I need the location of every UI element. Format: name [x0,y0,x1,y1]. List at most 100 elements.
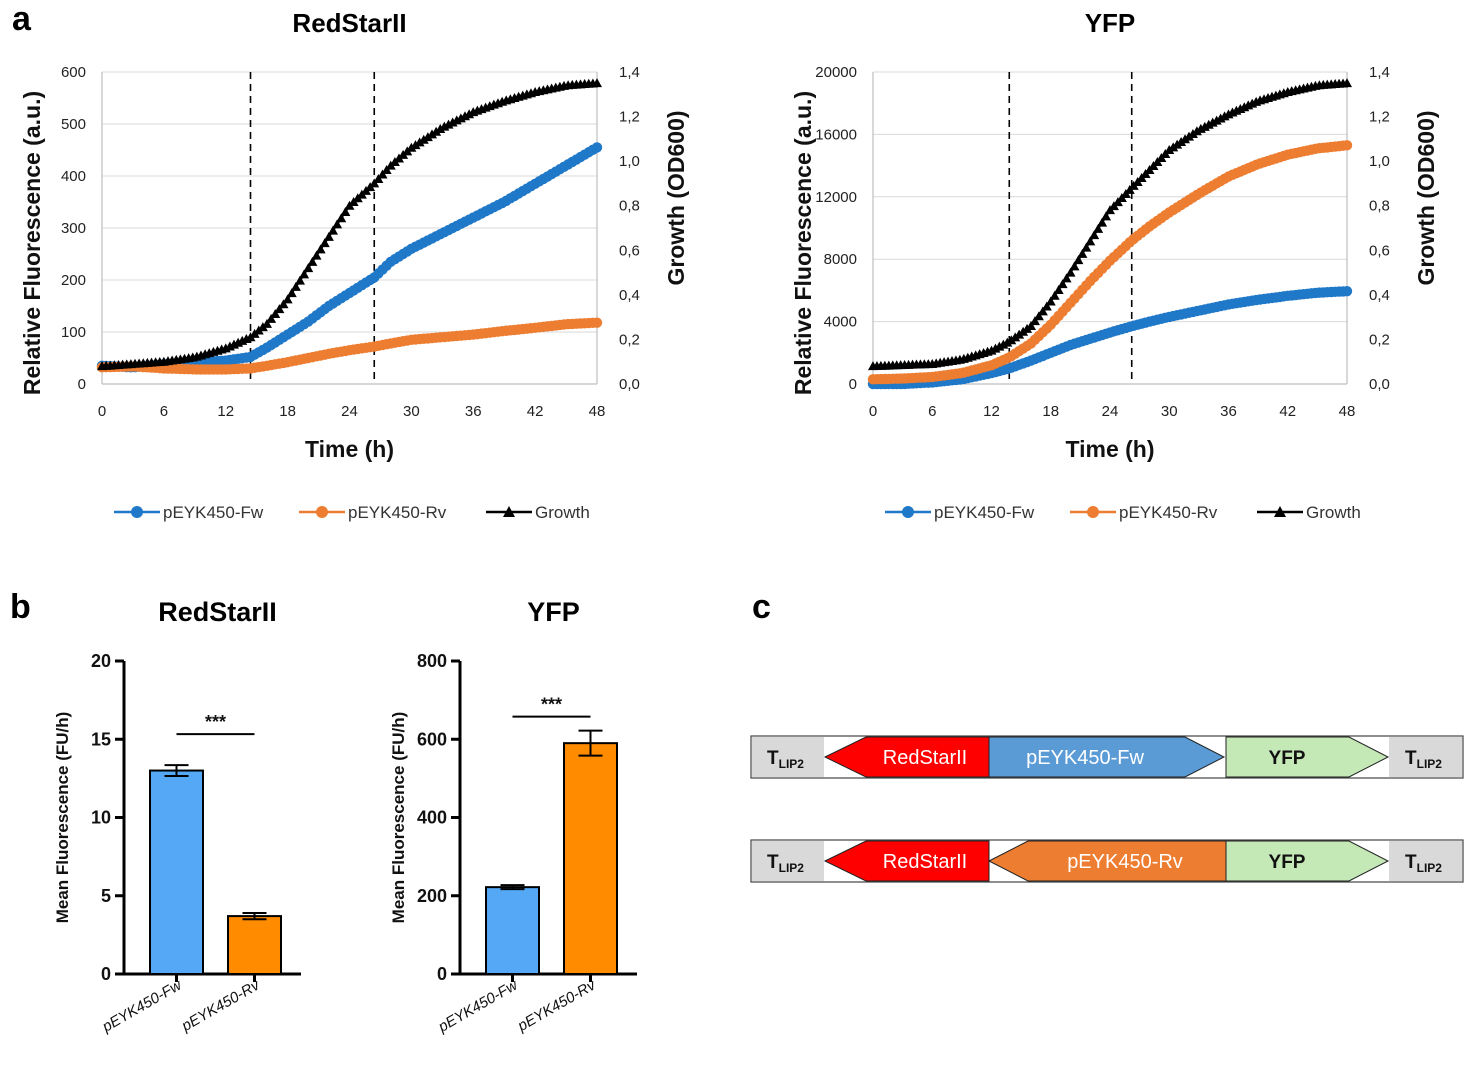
x-tick-label: 24 [1102,403,1119,420]
promoter-label: pEYK450-Rv [1067,851,1183,873]
y-tick-label: 600 [417,729,447,749]
y2-tick-label: 0,6 [619,242,640,259]
x-tick-label: pEYK450-Fw [99,976,186,1036]
terminator-left [752,841,824,881]
y2-axis-title: Growth (OD600) [663,110,689,285]
data-point [1097,217,1108,227]
y-axis-title: Relative Fluorescence (a.u.) [19,91,45,395]
x-tick-label: 0 [98,403,106,420]
data-point [1057,279,1068,289]
data-point [303,263,314,273]
chart-title: YFP [527,597,580,627]
x-tick-label: 48 [1339,403,1356,420]
series-peyk450-rv [96,317,603,375]
data-point [1045,296,1056,306]
reporter-right-arrow [1225,840,1390,882]
data-point [1085,236,1096,246]
x-tick-label: pEYK450-Rv [514,976,600,1035]
data-point [1101,211,1112,221]
data-point [1049,290,1060,300]
legend-item: Growth [486,503,590,522]
series-growth [868,78,1352,371]
y2-tick-label: 0,6 [1369,242,1390,259]
significance-stars: *** [541,695,562,715]
y-tick-label: 12000 [815,189,857,206]
data-point [323,231,334,241]
y-tick-label: 600 [61,64,86,81]
x-tick-label: 36 [465,403,482,420]
y-tick-label: 15 [91,729,111,749]
data-point [410,140,421,150]
y-tick-label: 800 [417,651,447,671]
panel-label-b: b [10,588,31,626]
reporter-right-label: YFP [1269,748,1306,769]
data-point [262,318,272,328]
data-point [307,256,318,266]
x-tick-label: 24 [341,403,358,420]
data-point [1069,261,1080,271]
x-tick-label: 6 [160,403,168,420]
data-point [1002,337,1013,347]
y2-tick-label: 0,2 [1369,331,1390,348]
y-tick-label: 200 [417,886,447,906]
data-point [431,126,442,136]
data-point [427,129,437,139]
y-tick-label: 20 [91,651,111,671]
legend-label: Growth [1306,503,1361,522]
data-point [315,244,326,254]
y2-tick-label: 0,4 [1369,287,1390,304]
data-point [418,134,429,144]
data-point [1037,306,1048,316]
data-point [319,238,330,248]
data-point [340,206,351,216]
data-point [1342,78,1352,88]
terminator-right-subscript: LIP2 [1417,861,1443,875]
data-point [591,317,603,328]
y-tick-label: 100 [61,324,86,341]
x-tick-label: 42 [527,403,544,420]
y2-tick-label: 0,8 [1369,198,1390,215]
data-point [299,269,310,279]
data-point [1081,242,1092,252]
legend-item: Growth [1257,503,1361,522]
series-peyk450-fw [867,285,1353,390]
y2-tick-label: 0,0 [619,376,640,393]
data-point [1191,126,1202,136]
y2-tick-label: 0,2 [619,331,640,348]
bar-peyk450-fw [485,886,540,976]
y-tick-label: 300 [61,220,86,237]
data-point [1065,267,1076,277]
x-tick-label: 6 [928,403,936,420]
y2-tick-label: 0,0 [1369,376,1390,393]
panel-label-a: a [12,0,32,38]
x-tick-label: 12 [983,403,1000,420]
data-point [290,281,301,291]
data-point [591,142,603,153]
y-axis-title: Mean Fluorescence (FU/h) [53,712,72,924]
y-tick-label: 20000 [815,64,857,81]
data-point [270,309,281,319]
bar-chart-redstar: RedStarII 0 5 10 15 20 Mean Fluorescence (FU/h… [53,597,301,1036]
legend-label: pEYK450-Rv [1119,503,1218,522]
construct-row: TLIP2 RedStarII pEYK450-Rv YFP TLIP2 [750,839,1464,883]
y-tick-label: 16000 [815,126,857,143]
reporter-right-label: YFP [1269,852,1306,873]
x-tick-label: 30 [403,403,420,420]
terminator-left [752,737,824,777]
data-point [336,213,347,223]
x-axis-title: Time (h) [1065,436,1154,462]
y-tick-label: 200 [61,272,86,289]
data-point [1053,284,1064,294]
y-tick-label: 4000 [824,314,857,331]
x-tick-label: 18 [1042,403,1059,420]
reporter-left-label: RedStarII [883,747,967,769]
legend-item: pEYK450-Rv [299,503,447,522]
y2-tick-label: 1,0 [619,153,640,170]
series-peyk450-fw [96,142,603,373]
y-tick-label: 0 [101,964,111,984]
construct-row: TLIP2 RedStarII pEYK450-Fw YFP TLIP2 [750,735,1464,779]
data-point [311,250,322,260]
legend-swatch-marker [1087,506,1099,518]
